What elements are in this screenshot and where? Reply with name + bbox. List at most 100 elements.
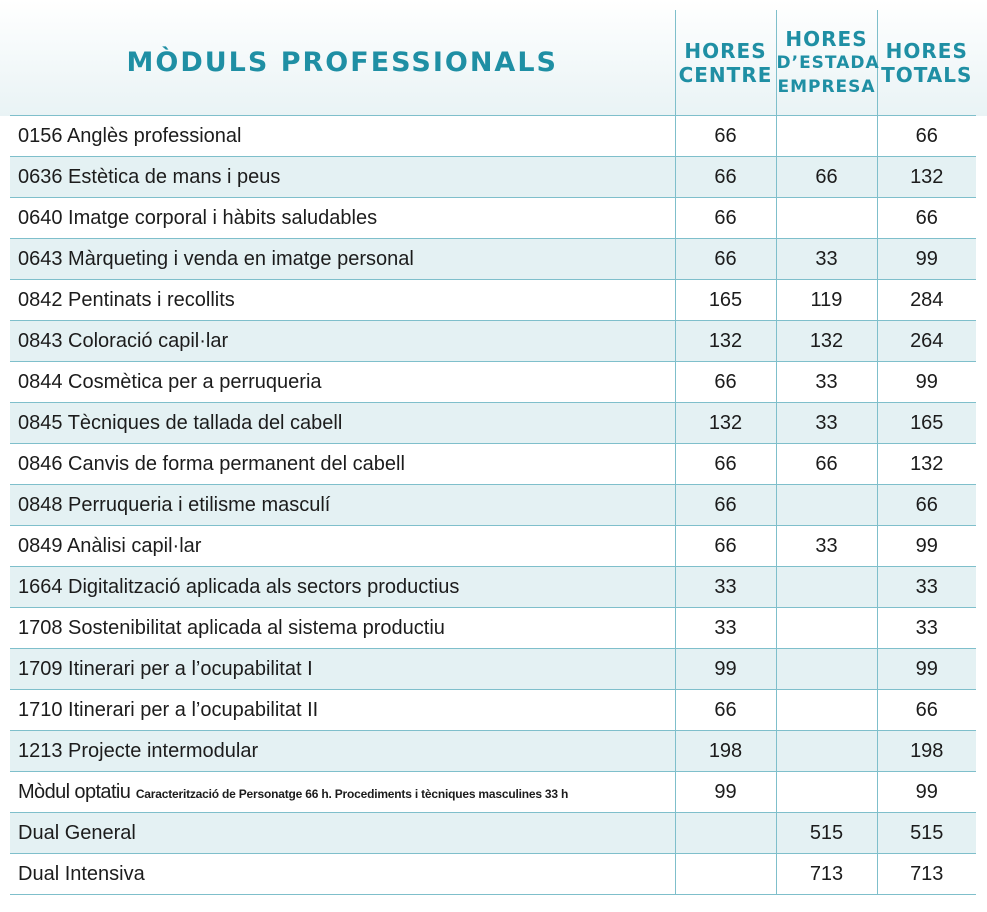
module-name: 0845 Tècniques de tallada del cabell [18, 411, 343, 434]
module-name: 0848 Perruqueria i etilisme masculí [18, 493, 331, 516]
module-name-cell: 0845 Tècniques de tallada del cabell [10, 402, 675, 444]
hours-totals-cell: 132 [876, 156, 976, 198]
hours-empresa-cell: 33 [775, 238, 877, 280]
hours-totals-cell: 132 [876, 443, 976, 485]
hours-empresa-cell [775, 607, 877, 649]
hours-centre-cell: 66 [674, 156, 776, 198]
table-row: 1213 Projecte intermodular 198 198 [10, 730, 976, 772]
module-name: Dual General [18, 821, 136, 844]
module-name-cell: 0640 Imatge corporal i hàbits saludables [10, 197, 675, 239]
module-note: Caracterització de Personatge 66 h. Proc… [135, 786, 569, 801]
module-name-cell: 0846 Canvis de forma permanent del cabel… [10, 443, 675, 485]
hours-totals-cell: 66 [876, 484, 976, 526]
hours-centre-cell: 198 [674, 730, 776, 772]
hours-empresa-cell: 119 [775, 279, 877, 321]
header-line: EMPRESA [777, 76, 876, 97]
hours-totals-cell: 33 [876, 607, 976, 649]
header-line: CENTRE [678, 62, 773, 87]
hours-empresa-cell [775, 648, 877, 690]
hours-centre-cell [674, 812, 776, 854]
table-row: Mòdul optatiu Caracterització de Persona… [10, 771, 976, 813]
header-line: HORES [785, 26, 868, 51]
module-name-cell: 1709 Itinerari per a l’ocupabilitat I [10, 648, 675, 690]
module-name-cell: 0643 Màrqueting i venda en imatge person… [10, 238, 675, 280]
module-name: 0156 Anglès professional [18, 124, 242, 147]
module-name: 0643 Màrqueting i venda en imatge person… [18, 247, 414, 270]
hours-centre-cell: 66 [674, 484, 776, 526]
hours-empresa-cell: 33 [775, 402, 877, 444]
module-name-cell: Dual General [10, 812, 675, 854]
module-name: 1710 Itinerari per a l’ocupabilitat II [18, 698, 319, 721]
table-row: 0845 Tècniques de tallada del cabell 132 3… [10, 402, 976, 444]
hours-totals-cell: 198 [876, 730, 976, 772]
header-hores-empresa: HORES D’ESTADA EMPRESA [775, 10, 879, 116]
table-body: 0156 Anglès professional 66 66 0636 Estètic… [10, 115, 976, 895]
hours-empresa-cell [775, 566, 877, 608]
module-name-cell: 0849 Anàlisi capil·lar [10, 525, 675, 567]
hours-empresa-cell: 515 [775, 812, 877, 854]
hours-centre-cell: 99 [674, 771, 776, 813]
table-row: 0844 Cosmètica per a perruqueria 66 33 99 [10, 361, 976, 403]
hours-totals-cell: 99 [876, 525, 976, 567]
module-name-cell: 1710 Itinerari per a l’ocupabilitat II [10, 689, 675, 731]
module-name-cell: 1213 Projecte intermodular [10, 730, 675, 772]
hours-empresa-cell [775, 771, 877, 813]
module-name-cell: 0844 Cosmètica per a perruqueria [10, 361, 675, 403]
header-hores-centre: HORES CENTRE [674, 10, 776, 116]
hours-centre-cell: 33 [674, 607, 776, 649]
header-line: HORES [885, 38, 968, 63]
hours-empresa-cell: 33 [775, 361, 877, 403]
hours-centre-cell: 66 [674, 525, 776, 567]
table-row: 0843 Coloració capil·lar 132 132 264 [10, 320, 976, 362]
module-name-cell: 0636 Estètica de mans i peus [10, 156, 675, 198]
module-name-cell: 1664 Digitalització aplicada als sectors… [10, 566, 675, 608]
table-row: 0640 Imatge corporal i hàbits saludables… [10, 197, 976, 239]
table-row: 0846 Canvis de forma permanent del cabel… [10, 443, 976, 485]
module-name: 0844 Cosmètica per a perruqueria [18, 370, 322, 393]
hours-centre-cell: 132 [674, 402, 776, 444]
table-row: Dual General 515 515 [10, 812, 976, 854]
module-name: 0636 Estètica de mans i peus [18, 165, 281, 188]
hours-totals-cell: 66 [876, 197, 976, 239]
module-name-cell: 0848 Perruqueria i etilisme masculí [10, 484, 675, 526]
hours-totals-cell: 66 [876, 115, 976, 157]
hours-empresa-cell: 33 [775, 525, 877, 567]
hours-empresa-cell [775, 689, 877, 731]
module-name: Dual Intensiva [18, 862, 145, 885]
hours-empresa-cell [775, 197, 877, 239]
module-name: 1709 Itinerari per a l’ocupabilitat I [18, 657, 313, 680]
hours-centre-cell: 132 [674, 320, 776, 362]
header-moduls: MÒDULS PROFESSIONALS [126, 47, 558, 78]
table-row: 1710 Itinerari per a l’ocupabilitat II 66… [10, 689, 976, 731]
hours-empresa-cell: 132 [775, 320, 877, 362]
hours-centre-cell: 66 [674, 443, 776, 485]
hours-totals-cell: 99 [876, 361, 976, 403]
module-name: 0640 Imatge corporal i hàbits saludables [18, 206, 378, 229]
table-row: Dual Intensiva 713 713 [10, 853, 976, 895]
module-name: 1213 Projecte intermodular [18, 739, 259, 762]
table-row: 1709 Itinerari per a l’ocupabilitat I 99 9… [10, 648, 976, 690]
hours-totals-cell: 99 [876, 771, 976, 813]
hours-centre-cell: 33 [674, 566, 776, 608]
hours-centre-cell: 99 [674, 648, 776, 690]
hours-centre-cell: 66 [674, 238, 776, 280]
hours-empresa-cell: 66 [775, 443, 877, 485]
hours-totals-cell: 515 [876, 812, 976, 854]
hours-empresa-cell [775, 730, 877, 772]
hours-totals-cell: 264 [876, 320, 976, 362]
hours-empresa-cell: 66 [775, 156, 877, 198]
hours-centre-cell: 66 [674, 361, 776, 403]
hours-empresa-cell: 713 [775, 853, 877, 895]
module-name: 0843 Coloració capil·lar [18, 329, 229, 352]
hours-totals-cell: 165 [876, 402, 976, 444]
table-row: 0156 Anglès professional 66 66 [10, 115, 976, 157]
table-row: 1664 Digitalització aplicada als sectors… [10, 566, 976, 608]
module-name: 1708 Sostenibilitat aplicada al sistema … [18, 616, 445, 639]
module-name-cell: 0843 Coloració capil·lar [10, 320, 675, 362]
table-row: 0643 Màrqueting i venda en imatge person… [10, 238, 976, 280]
module-name: 0849 Anàlisi capil·lar [18, 534, 202, 557]
hours-empresa-cell [775, 484, 877, 526]
hours-totals-cell: 33 [876, 566, 976, 608]
hours-centre-cell: 66 [674, 115, 776, 157]
header-line: HORES [684, 38, 767, 63]
